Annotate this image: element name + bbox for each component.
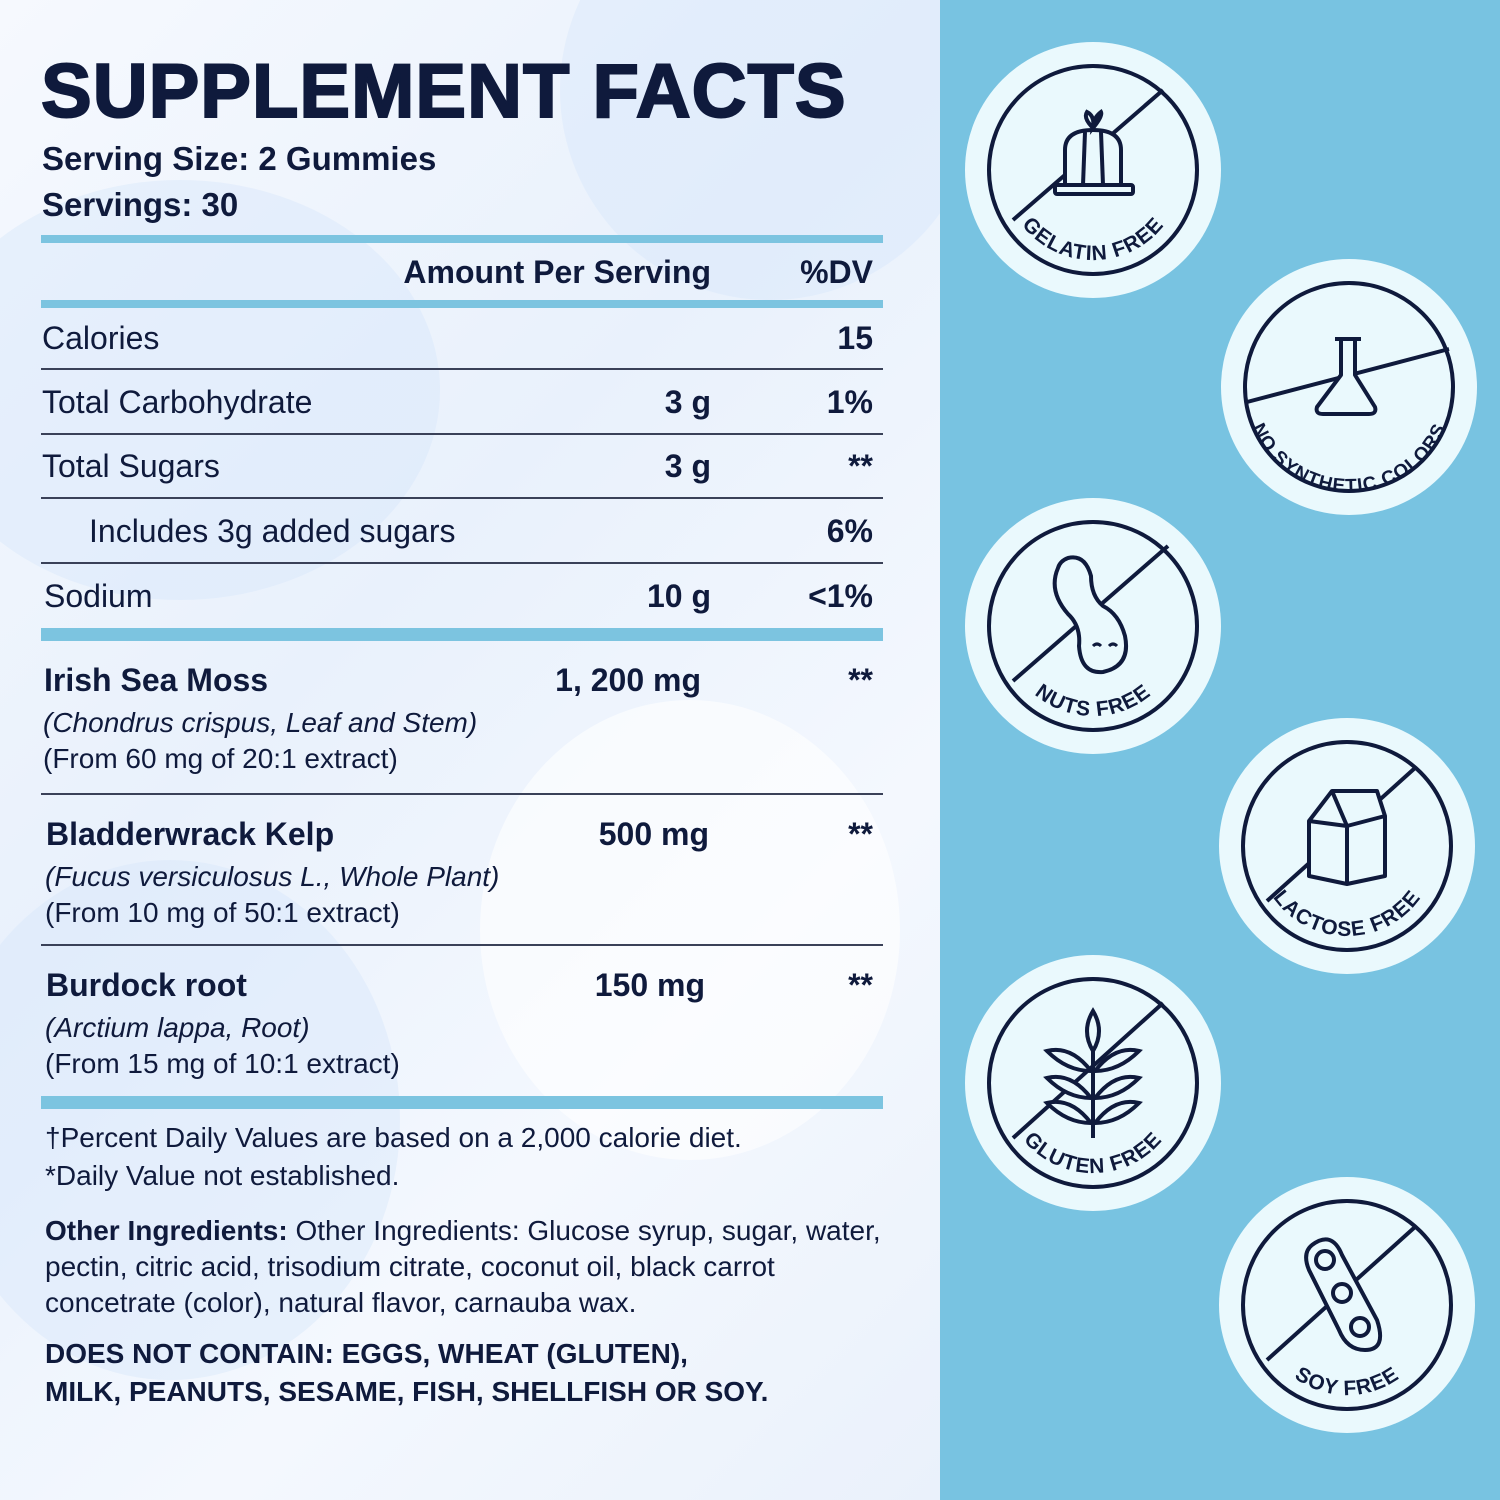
nutrient-dv: 1% <box>826 383 873 420</box>
nutrient-dv: <1% <box>808 578 873 614</box>
other-ingredients: Other Ingredients: Other Ingredients: Gl… <box>45 1213 905 1321</box>
nutrient-amount: 3 g <box>664 383 711 420</box>
badge-gelatin-free: GELATIN FREE <box>965 42 1221 298</box>
divider-rule <box>41 944 883 946</box>
badge-gluten-free: GLUTEN FREE <box>965 955 1221 1211</box>
servings: Servings: 30 <box>42 186 239 223</box>
footer-section: †Percent Daily Values are based on a 2,0… <box>41 1109 921 1411</box>
divider-bar <box>41 1096 883 1109</box>
divider-bar <box>41 235 883 243</box>
nutrient-name: Includes 3g added sugars <box>89 512 456 549</box>
divider-rule <box>41 793 883 795</box>
ingredient-name: Bladderwrack Kelp <box>46 816 335 852</box>
badge-lactose-free: LACTOSE FREE <box>1219 718 1475 974</box>
wheat-icon <box>1043 1007 1143 1138</box>
nutrient-dv: ** <box>848 448 873 484</box>
nutrient-row: Calories 15 <box>41 308 883 368</box>
page-title: SUPPLEMENT FACTS <box>40 49 847 135</box>
peanut-icon <box>1052 555 1128 675</box>
nutrient-dv: 15 <box>837 320 873 356</box>
ingredient-extract: (From 15 mg of 10:1 extract) <box>45 1048 400 1079</box>
allergen-line: MILK, PEANUTS, SESAME, FISH, SHELLFISH O… <box>45 1376 769 1407</box>
footnote-not-established: *Daily Value not established. <box>45 1160 400 1191</box>
nutrient-amount: 3 g <box>664 448 711 484</box>
divider-bar <box>41 628 883 641</box>
nutrient-name: Calories <box>42 320 160 356</box>
divider-rule <box>41 497 883 499</box>
ingredient-source: (Chondrus crispus, Leaf and Stem) <box>43 707 478 738</box>
gelatin-icon <box>1053 108 1135 196</box>
nutrient-row: Total Sugars 3 g ** <box>41 435 883 497</box>
divider-rule <box>41 433 883 435</box>
nutrient-dv: 6% <box>826 512 873 549</box>
ingredient-dv: ** <box>848 662 873 698</box>
nutrient-amount: 10 g <box>646 578 711 614</box>
badge-soy-free: SOY FREE <box>1219 1177 1475 1433</box>
flask-icon <box>1314 337 1378 416</box>
ingredient-row: Irish Sea Moss 1, 200 mg ** (Chondrus cr… <box>41 641 883 793</box>
serving-size: Serving Size: 2 Gummies <box>42 140 437 177</box>
nutrient-name: Total Carbohydrate <box>42 383 313 420</box>
nutrient-row: Includes 3g added sugars 6% <box>41 499 883 562</box>
allergen-statement: DOES NOT CONTAIN: EGGS, WHEAT (GLUTEN), … <box>45 1335 905 1411</box>
ingredient-source: (Fucus versiculosus L., Whole Plant) <box>45 861 500 892</box>
ingredient-dv: ** <box>848 967 873 1003</box>
nutrient-row: Sodium 10 g <1% <box>41 564 883 628</box>
header-amount: Amount Per Serving <box>403 253 711 290</box>
other-ingredients-text: Other Ingredients: Glucose syrup, sugar,… <box>45 1215 881 1318</box>
ingredient-extract: (From 10 mg of 50:1 extract) <box>45 897 400 928</box>
ingredient-source: (Arctium lappa, Root) <box>45 1012 310 1043</box>
divider-rule <box>41 368 883 370</box>
ingredient-row: Burdock root 150 mg ** (Arctium lappa, R… <box>41 946 883 1096</box>
facts-column: SUPPLEMENT FACTS Serving Size: 2 Gummies… <box>40 49 883 1411</box>
other-ingredients-label: Other Ingredients: <box>45 1215 288 1246</box>
footnote-dv: †Percent Daily Values are based on a 2,0… <box>45 1122 742 1153</box>
ingredient-row: Bladderwrack Kelp 500 mg ** (Fucus versi… <box>41 795 883 944</box>
nutrient-name: Sodium <box>44 578 153 614</box>
ingredient-name: Irish Sea Moss <box>44 662 269 698</box>
ingredient-name: Burdock root <box>46 967 247 1003</box>
divider-bar <box>41 300 883 308</box>
badge-no-synthetic-colors: NO SYNTHETIC COLORS <box>1221 259 1477 515</box>
soybean-icon <box>1304 1237 1382 1353</box>
ingredient-dv: ** <box>848 816 873 852</box>
ingredient-extract: (From 60 mg of 20:1 extract) <box>43 743 398 774</box>
divider-rule <box>41 562 883 564</box>
badge-nuts-free: NUTS FREE <box>965 498 1221 754</box>
nutrient-row: Total Carbohydrate 3 g 1% <box>41 370 883 433</box>
allergen-line: DOES NOT CONTAIN: EGGS, WHEAT (GLUTEN), <box>45 1338 688 1369</box>
header-dv: %DV <box>800 253 873 290</box>
ingredient-amount: 1, 200 mg <box>555 662 701 698</box>
table-header: Amount Per Serving %DV <box>41 243 883 300</box>
ingredient-amount: 150 mg <box>594 967 705 1003</box>
ingredient-amount: 500 mg <box>598 816 709 852</box>
supplement-facts-panel: SUPPLEMENT FACTS Serving Size: 2 Gummies… <box>0 0 940 1500</box>
nutrient-name: Total Sugars <box>42 448 220 484</box>
milk-carton-icon <box>1307 789 1387 886</box>
